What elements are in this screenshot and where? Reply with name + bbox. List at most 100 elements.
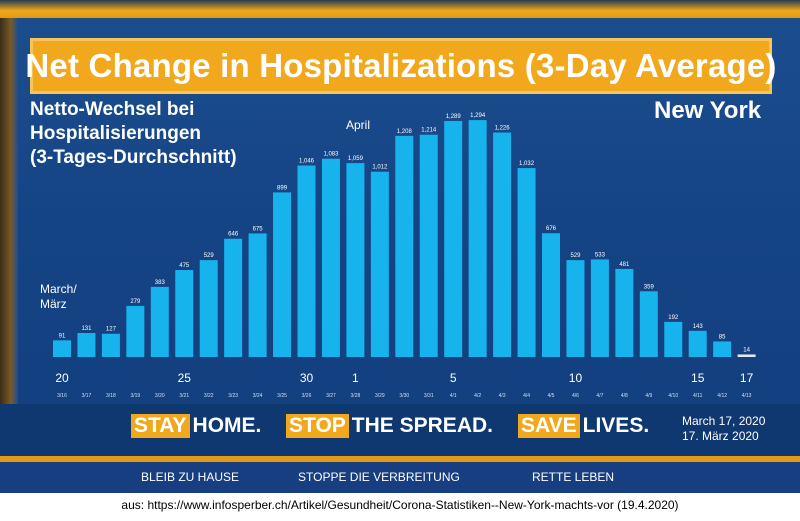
- value-label: 533: [595, 252, 606, 258]
- slogan-highlight: STAY: [131, 414, 190, 438]
- top-stripe: [0, 0, 800, 18]
- bar-3/21: [175, 270, 194, 357]
- left-edge-decoration: [0, 18, 18, 458]
- bar-4/4: [517, 168, 536, 357]
- date-tick-label: 3/22: [204, 393, 214, 399]
- value-label: 1,032: [519, 161, 535, 167]
- slogan-text: LIVES.: [582, 414, 650, 437]
- value-label: 676: [546, 226, 557, 232]
- value-label: 127: [106, 327, 117, 333]
- slogan-stop-spread: STOP THE SPREAD.: [286, 413, 493, 439]
- day-marker-label: 1: [352, 371, 359, 385]
- bar-4/8: [615, 268, 634, 357]
- date-tick-label: 3/29: [375, 393, 385, 399]
- date-tick-label: 3/19: [130, 393, 140, 399]
- value-label: 359: [644, 284, 655, 290]
- german-subtitle-line: Hospitalisierungen: [30, 123, 202, 144]
- bar-4/6: [566, 260, 585, 357]
- date-tick-label: 3/24: [253, 393, 263, 399]
- value-label: 646: [228, 232, 239, 238]
- german-subtitle: Netto-Wechsel bei Hospitalisierungen (3-…: [30, 98, 237, 170]
- value-label: 481: [619, 262, 630, 268]
- date-tick-label: 4/10: [668, 393, 678, 399]
- slogan-save-lives: SAVE LIVES.: [518, 413, 649, 439]
- value-label: 475: [179, 263, 190, 269]
- bar-3/18: [101, 333, 120, 357]
- bar-4/2: [468, 120, 487, 357]
- day-marker-label: 10: [569, 371, 583, 385]
- date-english: March 17, 2020: [682, 414, 766, 428]
- bar-4/5: [542, 233, 560, 357]
- march-annotation-line: März: [40, 297, 67, 311]
- date-tick-label: 4/1: [450, 393, 457, 399]
- value-label: 1,083: [323, 152, 339, 158]
- date-tick-label: 4/9: [645, 393, 652, 399]
- value-label: 91: [59, 333, 66, 339]
- bar-3/27: [321, 158, 340, 357]
- value-label: 529: [570, 253, 581, 259]
- bar-3/19: [126, 305, 145, 357]
- date-tick-label: 4/3: [499, 393, 506, 399]
- day-marker-label: 5: [450, 371, 457, 385]
- date-german: 17. März 2020: [682, 429, 759, 443]
- bar-3/25: [273, 192, 292, 357]
- date-tick-label: 4/2: [474, 393, 481, 399]
- bar-3/20: [150, 286, 169, 357]
- slogan-stay-home: STAY HOME.: [131, 413, 261, 439]
- orange-stripe: [0, 456, 800, 462]
- value-label: 1,226: [495, 126, 511, 132]
- slogan-highlight: SAVE: [518, 414, 580, 438]
- date-tick-label: 3/20: [155, 393, 165, 399]
- title-banner: Net Change in Hospitalizations (3-Day Av…: [25, 38, 776, 94]
- date-tick-label: 3/23: [228, 393, 238, 399]
- bar-3/28: [346, 163, 365, 357]
- date-tick-label: 3/18: [106, 393, 116, 399]
- bar-3/17: [77, 333, 96, 357]
- region-label: New York: [654, 97, 762, 124]
- date-tick-label: 4/13: [742, 393, 752, 399]
- bar-3/22: [199, 260, 218, 357]
- date-tick-label: 3/31: [424, 393, 434, 399]
- value-label: 85: [719, 334, 726, 340]
- bar-4/1: [444, 121, 463, 357]
- bar-3/23: [224, 238, 243, 357]
- value-label: 1,214: [421, 128, 437, 134]
- value-label: 529: [204, 253, 215, 259]
- bar-4/10: [664, 321, 683, 357]
- day-marker-label: 15: [691, 371, 705, 385]
- march-annotation-line: March/: [40, 282, 77, 296]
- source-caption: aus: https://www.infosperber.ch/Artikel/…: [121, 498, 679, 512]
- value-label: 131: [81, 326, 92, 332]
- bar-4/13: [737, 354, 756, 357]
- date-tick-label: 3/21: [179, 393, 189, 399]
- date-tick-label: 3/16: [57, 393, 67, 399]
- slogan-text: HOME.: [192, 414, 262, 437]
- bar-4/11: [688, 330, 707, 357]
- value-label: 1,046: [299, 159, 315, 165]
- bar-chart: 91 3/16 131 3/17 127 3/18 279 3/19 383 3/20 475 3/2…: [53, 113, 756, 399]
- german-subtitle-line: Netto-Wechsel bei: [30, 99, 195, 120]
- value-label: 675: [253, 226, 264, 232]
- date-tick-label: 4/4: [523, 393, 530, 399]
- value-label: 1,294: [470, 113, 486, 119]
- german-slogan: BLEIB ZU HAUSE: [141, 470, 240, 484]
- date-tick-label: 3/17: [82, 393, 92, 399]
- german-subtitle-line: (3-Tages-Durchschnitt): [30, 147, 237, 168]
- value-label: 1,012: [372, 165, 388, 171]
- bar-4/3: [493, 132, 512, 357]
- bar-3/16: [53, 340, 71, 357]
- date-tick-label: 3/28: [351, 393, 361, 399]
- value-label: 1,059: [348, 156, 364, 162]
- date-tick-label: 4/5: [548, 393, 555, 399]
- chart-title: Net Change in Hospitalizations (3-Day Av…: [25, 47, 777, 84]
- bar-4/9: [639, 291, 658, 357]
- date-tick-label: 3/25: [277, 393, 287, 399]
- date-tick-label: 4/11: [693, 393, 703, 399]
- slogan-text: THE SPREAD.: [351, 414, 493, 437]
- bar-3/30: [395, 135, 414, 357]
- german-slogan-band: [0, 462, 800, 493]
- value-label: 899: [277, 185, 288, 191]
- value-label: 14: [743, 347, 750, 353]
- day-marker-label: 30: [300, 371, 314, 385]
- date-tick-label: 3/26: [302, 393, 312, 399]
